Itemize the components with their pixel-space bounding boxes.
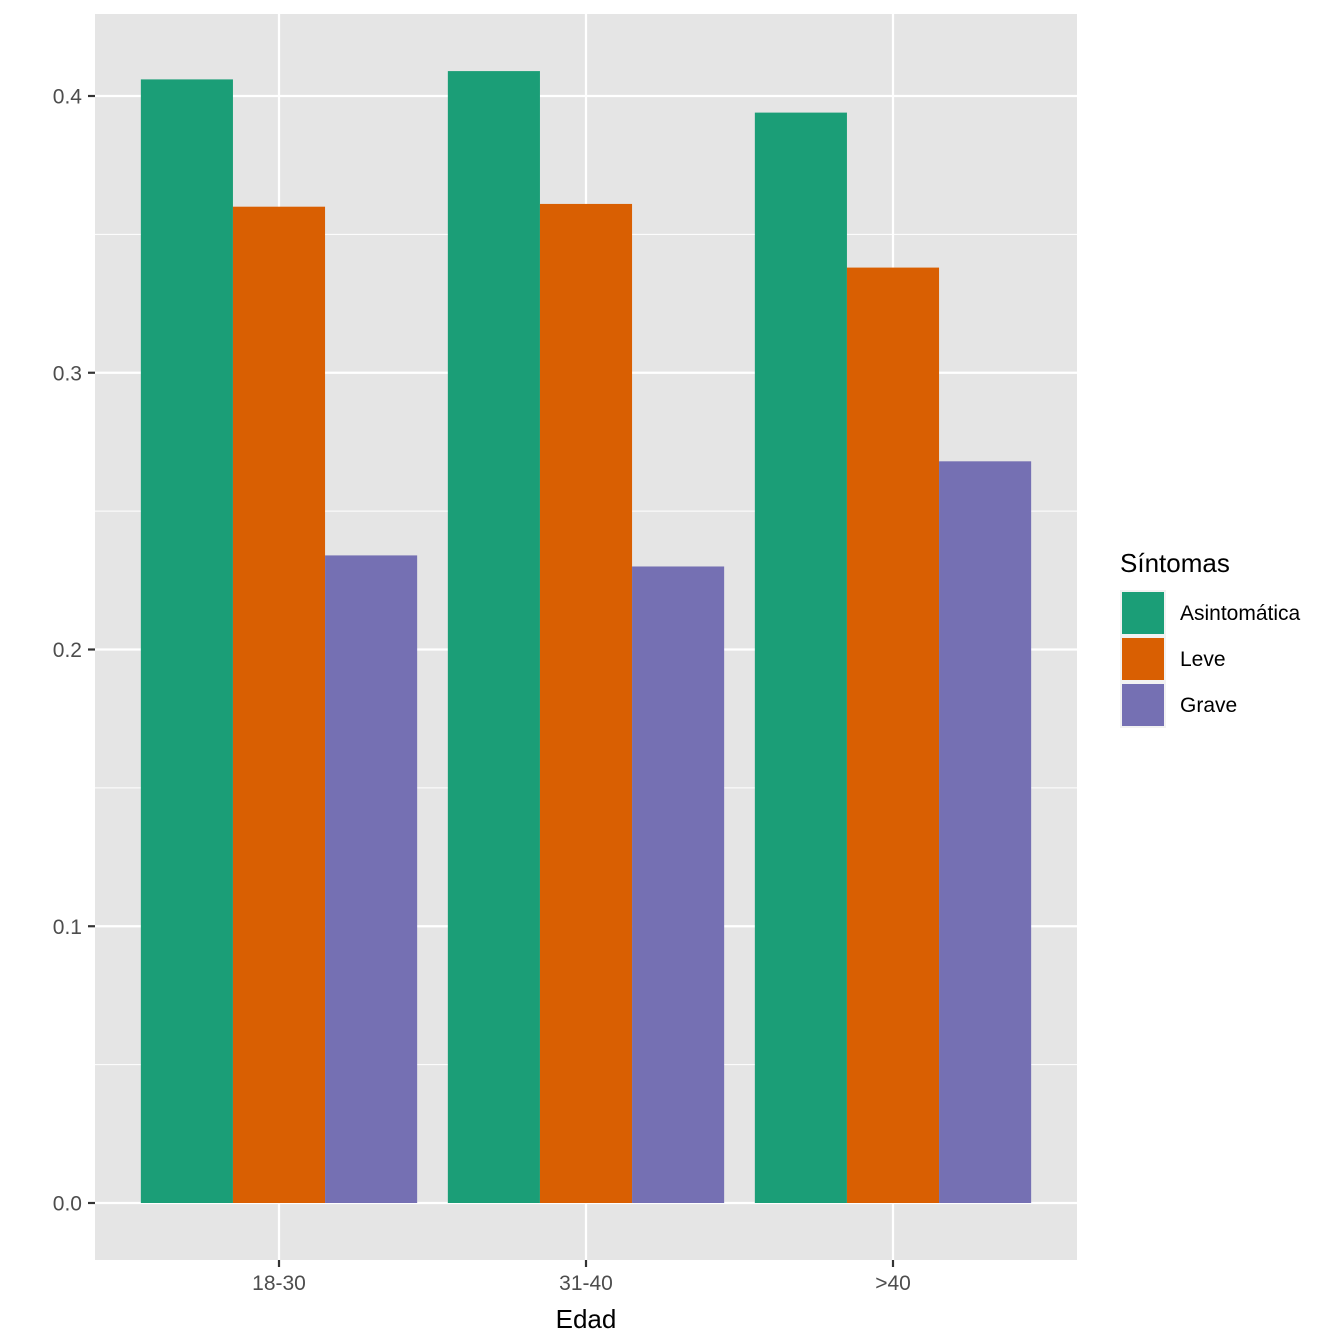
x-axis: 18-30 31-40 >40 [252,1260,911,1295]
x-tick-label: 18-30 [252,1272,306,1295]
legend-label: Grave [1180,694,1237,717]
legend-swatch [1122,592,1164,634]
bar-asintom-tica-2 [447,71,540,1203]
bar-asintom-tica-1 [140,79,233,1203]
legend-title: Síntomas [1120,548,1230,578]
bar-grave-3 [939,461,1032,1203]
legend-label: Asintomática [1180,602,1301,625]
legend-swatch [1122,684,1164,726]
legend: Síntomas Asintomática Leve Grave [1120,548,1301,728]
y-tick-label: 0.2 [53,639,82,662]
legend-swatch [1122,638,1164,680]
bars [140,71,1032,1204]
x-tick-label: 31-40 [559,1272,613,1295]
y-tick-label: 0.3 [53,362,82,385]
bar-grave-1 [325,555,418,1203]
bar-asintom-tica-3 [754,112,847,1204]
x-axis-title: Edad [556,1304,617,1334]
y-tick-label: 0.1 [53,916,82,939]
y-tick-label: 0.0 [53,1193,82,1216]
y-tick-label: 0.4 [53,86,83,109]
bar-leve-3 [846,267,940,1204]
bar-leve-1 [232,206,326,1203]
legend-label: Leve [1180,648,1226,671]
y-axis: 0.0 0.1 0.2 0.3 0.4 [53,86,95,1216]
bar-grave-2 [632,566,725,1203]
x-tick-label: >40 [875,1272,911,1295]
bar-leve-2 [539,203,633,1203]
